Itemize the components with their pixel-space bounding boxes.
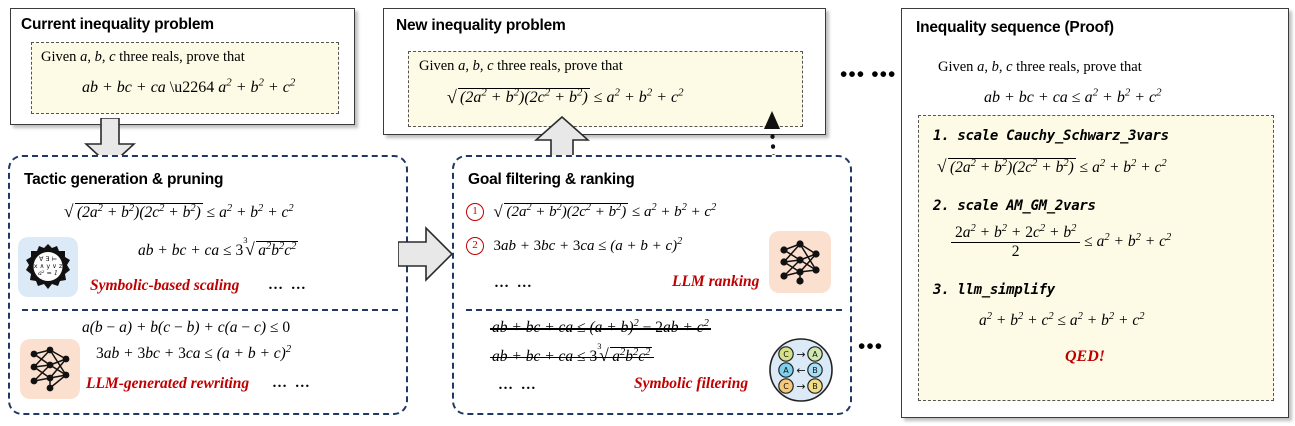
proof-step-2-label: 2. scale AM_GM_2vars xyxy=(933,198,1096,214)
goal-panel-title: Goal filtering & ranking xyxy=(468,171,635,188)
proof-panel: Inequality sequence (Proof) Given a, b, … xyxy=(901,8,1289,418)
svg-text:B: B xyxy=(812,382,818,391)
goal-item-2-number: 2 xyxy=(466,237,484,255)
proof-step-3-label: 3. llm_simplify xyxy=(933,282,1055,298)
goal-panel-divider xyxy=(466,309,842,311)
bottom-middle-ellipsis: ••• xyxy=(858,334,884,358)
current-problem-given: Given a, b, c three reals, prove that xyxy=(41,49,245,65)
svg-text:A: A xyxy=(812,350,818,359)
new-problem-statement: Given a, b, c three reals, prove that (2… xyxy=(408,51,803,127)
tactic-panel-title: Tactic generation & pruning xyxy=(24,171,224,188)
svg-text:→: → xyxy=(796,348,805,361)
proof-step-1-label: 1. scale Cauchy_Schwarz_3vars xyxy=(933,128,1169,144)
new-problem-title: New inequality problem xyxy=(396,17,566,34)
goal-panel: Goal filtering & ranking 1 (2a2 + b2)(2c… xyxy=(452,155,852,415)
svg-text:B: B xyxy=(812,366,818,375)
goal-lower-formula-2: ab + bc + ca ≤ 33a2b2c2 xyxy=(489,341,655,366)
proof-step-2-formula: 2a2 + b2 + 2c2 + b2 2 ≤ a2 + b2 + c2 xyxy=(951,223,1171,261)
goal-lower-caption: Symbolic filtering xyxy=(634,375,749,392)
svg-text:∀ ∃ ⊨: ∀ ∃ ⊨ xyxy=(39,255,57,263)
top-middle-ellipsis: ••• ••• xyxy=(840,62,897,86)
svg-text:C: C xyxy=(783,350,789,359)
proof-qed: QED! xyxy=(1065,348,1106,365)
proof-step-1-formula: (2a2 + b2)(2c2 + b2) ≤ a2 + b2 + c2 xyxy=(937,157,1167,177)
goal-item-1-formula: (2a2 + b2)(2c2 + b2) ≤ a2 + b2 + c2 xyxy=(493,202,716,222)
new-problem-formula: (2a2 + b2)(2c2 + b2) ≤ a2 + b2 + c2 xyxy=(447,87,684,108)
svg-text:→: → xyxy=(796,380,805,393)
goal-item-1-number: 1 xyxy=(466,203,484,221)
svg-text:C: C xyxy=(783,382,789,391)
current-problem-title: Current inequality problem xyxy=(21,16,214,33)
proof-given: Given a, b, c three reals, prove that xyxy=(938,59,1142,75)
new-problem-panel: New inequality problem Given a, b, c thr… xyxy=(383,8,826,135)
proof-step-3-formula: a2 + b2 + c2 ≤ a2 + b2 + c2 xyxy=(979,310,1145,329)
proof-panel-title: Inequality sequence (Proof) xyxy=(916,19,1114,36)
svg-text:a² = 1: a² = 1 xyxy=(38,269,58,277)
new-problem-given: Given a, b, c three reals, prove that xyxy=(419,58,623,74)
right-arrow-tactic-to-goal xyxy=(398,226,454,282)
proof-goal-formula: ab + bc + ca ≤ a2 + b2 + c2 xyxy=(984,86,1162,106)
tactic-upper-caption: Symbolic-based scaling xyxy=(90,277,240,294)
tactic-lower-formula-1: a(b − a) + b(c − b) + c(a − c) ≤ 0 xyxy=(82,319,291,336)
tactic-upper-formula-1: (2a2 + b2)(2c2 + b2) ≤ a2 + b2 + c2 xyxy=(64,202,294,222)
tactic-lower-ellipsis: … … xyxy=(272,375,312,391)
current-problem-statement: Given a, b, c three reals, prove that ab… xyxy=(31,42,339,114)
goal-lower-formula-1: ab + bc + ca ≤ (a + b)2 − 2ab + c2 xyxy=(490,317,711,336)
goal-filtering-section: ab + bc + ca ≤ (a + b)2 − 2ab + c2 ab + … xyxy=(454,315,850,415)
tactic-upper-ellipsis: … … xyxy=(268,277,308,293)
tactic-lower-caption: LLM-generated rewriting xyxy=(86,375,250,392)
goal-item-1: 1 (2a2 + b2)(2c2 + b2) ≤ a2 + b2 + c2 xyxy=(466,202,716,222)
svg-text:←: ← xyxy=(796,364,805,377)
goal-item-2-formula: 3ab + 3bc + 3ca ≤ (a + b + c)2 xyxy=(493,236,683,255)
current-problem-formula: ab + bc + ca \u2264 a2 + b2 + c2 xyxy=(82,76,296,96)
tactic-panel-divider xyxy=(22,309,398,311)
svg-text:A: A xyxy=(783,366,789,375)
neural-network-icon xyxy=(20,339,80,399)
tactic-llm-section: a(b − a) + b(c − b) + c(a − c) ≤ 0 3ab +… xyxy=(10,315,406,415)
tactic-panel: Tactic generation & pruning ∀ ∃ ⊨ x ∧ y … xyxy=(8,155,408,415)
goal-ranking-section: 1 (2a2 + b2)(2c2 + b2) ≤ a2 + b2 + c2 2 … xyxy=(454,195,850,309)
svg-text:x ∧ y ∨ z: x ∧ y ∨ z xyxy=(34,262,63,270)
tactic-upper-formula-2: ab + bc + ca ≤ 33a2b2c2 xyxy=(138,235,299,260)
goal-upper-caption: LLM ranking xyxy=(672,273,760,290)
dotted-feedback-arrow xyxy=(764,111,839,270)
goal-upper-ellipsis: … … xyxy=(494,275,534,291)
tactic-symbolic-section: ∀ ∃ ⊨ x ∧ y ∨ z a² = 1 (2a2 + b2)(2c2 + … xyxy=(10,197,406,309)
neural-network-icon xyxy=(769,231,831,293)
tactic-lower-formula-2: 3ab + 3bc + 3ca ≤ (a + b + c)2 xyxy=(96,343,292,362)
symbolic-logic-gear-icon: ∀ ∃ ⊨ x ∧ y ∨ z a² = 1 xyxy=(18,237,78,297)
proof-steps-box: 1. scale Cauchy_Schwarz_3vars (2a2 + b2)… xyxy=(918,115,1274,401)
goal-lower-ellipsis: … … xyxy=(498,377,538,393)
goal-item-2: 2 3ab + 3bc + 3ca ≤ (a + b + c)2 xyxy=(466,237,682,255)
current-problem-panel: Current inequality problem Given a, b, c… xyxy=(10,8,355,125)
